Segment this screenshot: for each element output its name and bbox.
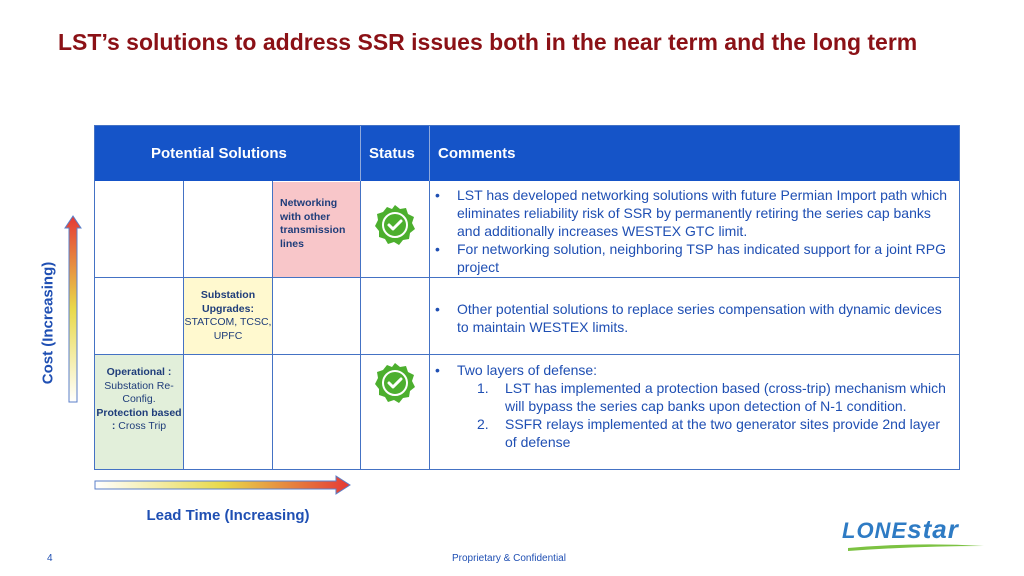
list-item: • LST has developed networking solutions … xyxy=(435,187,948,239)
solutions-table: Potential Solutions Status Comments Netw… xyxy=(94,125,960,470)
grid-line xyxy=(183,181,184,469)
solution-substation-label: Substation Upgrades: xyxy=(200,289,256,315)
solution-operational-cell: Operational : Substation Re-Config. Prot… xyxy=(95,355,183,469)
list-item: • Two layers of defense: xyxy=(435,362,598,378)
grid-line xyxy=(95,277,959,278)
lead-time-axis-label: Lead Time (Increasing) xyxy=(146,507,310,524)
header-comments: Comments xyxy=(438,145,516,162)
check-badge-icon xyxy=(375,363,415,403)
grid-line xyxy=(272,181,273,469)
confidential-notice: Proprietary & Confidential xyxy=(452,553,566,564)
page-number: 4 xyxy=(47,553,53,564)
grid-line xyxy=(95,354,959,355)
list-item: 2. SSFR relays implemented at the two gen… xyxy=(477,416,940,450)
header-potential-solutions: Potential Solutions xyxy=(151,145,287,162)
page-title: LST’s solutions to address SSR issues bo… xyxy=(58,29,918,55)
solution-operational-label: Operational : xyxy=(106,366,172,378)
check-badge-icon xyxy=(375,205,415,245)
list-item: 1. LST has implemented a protection based… xyxy=(477,380,946,414)
logo-swoosh-icon xyxy=(848,544,984,551)
cost-arrow-icon xyxy=(64,215,82,403)
grid-line xyxy=(429,181,430,469)
row2-comments: • Other potential solutions to replace se… xyxy=(431,300,951,336)
lonestar-logo: LONEstar xyxy=(842,512,988,556)
header-status: Status xyxy=(369,145,415,162)
row1-comments: • LST has developed networking solutions … xyxy=(431,186,951,276)
row3-comments: • Two layers of defense: 1. LST has implem… xyxy=(431,361,951,451)
solution-operational-detail: Substation Re-Config. xyxy=(104,379,174,406)
list-item: • For networking solution, neighboring TS… xyxy=(435,241,946,275)
solution-networking-label: Networking with other transmission lines xyxy=(280,197,346,250)
solution-substation-detail: STATCOM, TCSC, UPFC xyxy=(184,316,272,342)
cost-axis-label: Cost (Increasing) xyxy=(39,261,57,385)
table-header: Potential Solutions Status Comments xyxy=(95,126,959,181)
solution-networking-cell: Networking with other transmission lines xyxy=(273,182,360,277)
solution-substation-cell: Substation Upgrades: STATCOM, TCSC, UPFC xyxy=(184,278,272,354)
grid-line xyxy=(360,181,361,469)
list-item: • Other potential solutions to replace se… xyxy=(435,301,942,335)
solution-protection-label: Protection based : Cross Trip xyxy=(96,406,182,433)
lead-time-arrow-icon xyxy=(94,475,351,495)
